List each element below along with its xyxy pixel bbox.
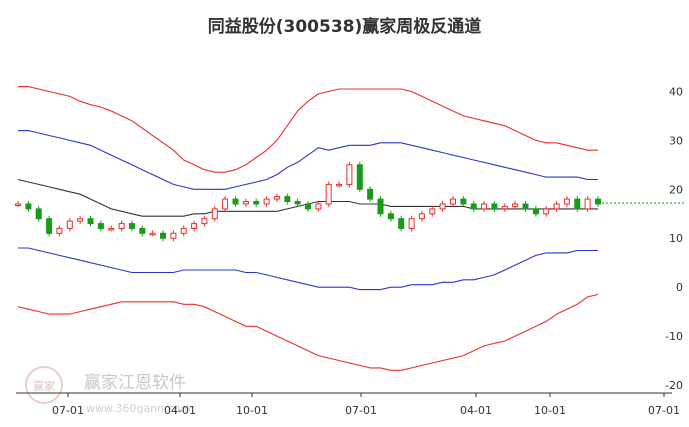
candle-body [584,198,591,210]
candle-body [336,183,343,187]
candle-body [66,220,73,229]
channel-line-inner-upper [18,130,598,190]
candle-body [315,203,322,210]
candle-body [160,232,166,239]
y-tick-label: -10 [665,330,683,343]
watermark-logo-text: 赢家 [33,379,55,393]
candle-body [191,223,198,230]
candle-body [501,205,508,210]
candle-body [170,232,177,239]
x-tick-label: 07-01 [648,404,680,417]
channel-lines [17,86,599,371]
candle-body [429,208,436,215]
candle-body [232,198,239,205]
candle-body [294,201,301,205]
candle-body [97,223,104,230]
x-tick-label: 04-01 [460,404,492,417]
candle-body [439,203,446,210]
candle-body [128,223,135,230]
channel-line-outer-upper [18,86,598,173]
candle-body [56,227,63,234]
candle-body [15,203,21,206]
x-tick-label: 10-01 [236,404,268,417]
candle-body [512,203,519,207]
candle-body [25,203,32,210]
candle-body [450,198,456,205]
candle-body [222,198,229,210]
candle-body [522,203,529,210]
candle-body [77,218,84,222]
candle-body [180,227,187,234]
y-tick-label: 20 [669,183,683,196]
candle-body [87,218,94,225]
candle-body [139,227,146,234]
watermark-logo [25,366,63,404]
candle-body [377,198,384,215]
candle-body [532,208,539,215]
candle-body [418,213,425,220]
candle-body [242,201,249,205]
x-axis-ticks: 07-01 04-01 10-01 07-01 04-01 10-01 07-01 [52,393,680,417]
candle-body [253,201,260,205]
channel-line-outer-lower [17,293,599,371]
x-tick-label: 07-01 [52,404,84,417]
candle-body [470,203,477,210]
candle-body [491,203,498,210]
y-tick-label: 10 [669,232,683,245]
y-tick-label: -20 [665,379,683,392]
candle-body [346,164,353,185]
candle-body [553,203,560,210]
candle-body [118,223,125,230]
channel-line-inner-lower [18,247,598,291]
candle-body [108,227,115,231]
candle-body [408,218,415,229]
candle-body [595,198,601,205]
candle-body [398,218,405,229]
watermark: 赢家 赢家江恩软件 www.360gann.com [25,366,191,415]
candle-body [387,213,394,220]
candle-body [149,232,156,236]
candle-body [563,198,570,205]
x-tick-label: 10-01 [534,404,566,417]
candle-body [481,203,488,210]
y-axis-ticks: 40 30 20 10 0 -10 -20 [665,86,683,393]
candle-body [356,164,363,190]
candle-body [201,218,208,225]
candle-body [273,196,280,200]
candle-body [460,198,467,205]
y-tick-label: 40 [669,86,683,99]
candle-body [263,198,270,205]
candle-body [543,208,550,215]
candle-body [211,208,218,220]
candle-body [325,183,332,205]
y-tick-label: 0 [676,281,683,294]
candle-body [367,188,374,200]
candle-body [305,203,311,210]
price-candles [15,161,601,242]
watermark-url: www.360gann.com [86,402,191,415]
candle-body [35,208,42,220]
x-tick-label: 04-01 [164,404,196,417]
watermark-brand: 赢家江恩软件 [84,373,186,393]
candle-body [46,218,53,234]
y-tick-label: 30 [669,134,683,147]
chart-title: 同益股份(300538)赢家周极反通道 [207,17,482,37]
candle-body [284,196,291,203]
candle-body [574,198,581,210]
x-tick-label: 07-01 [345,404,377,417]
